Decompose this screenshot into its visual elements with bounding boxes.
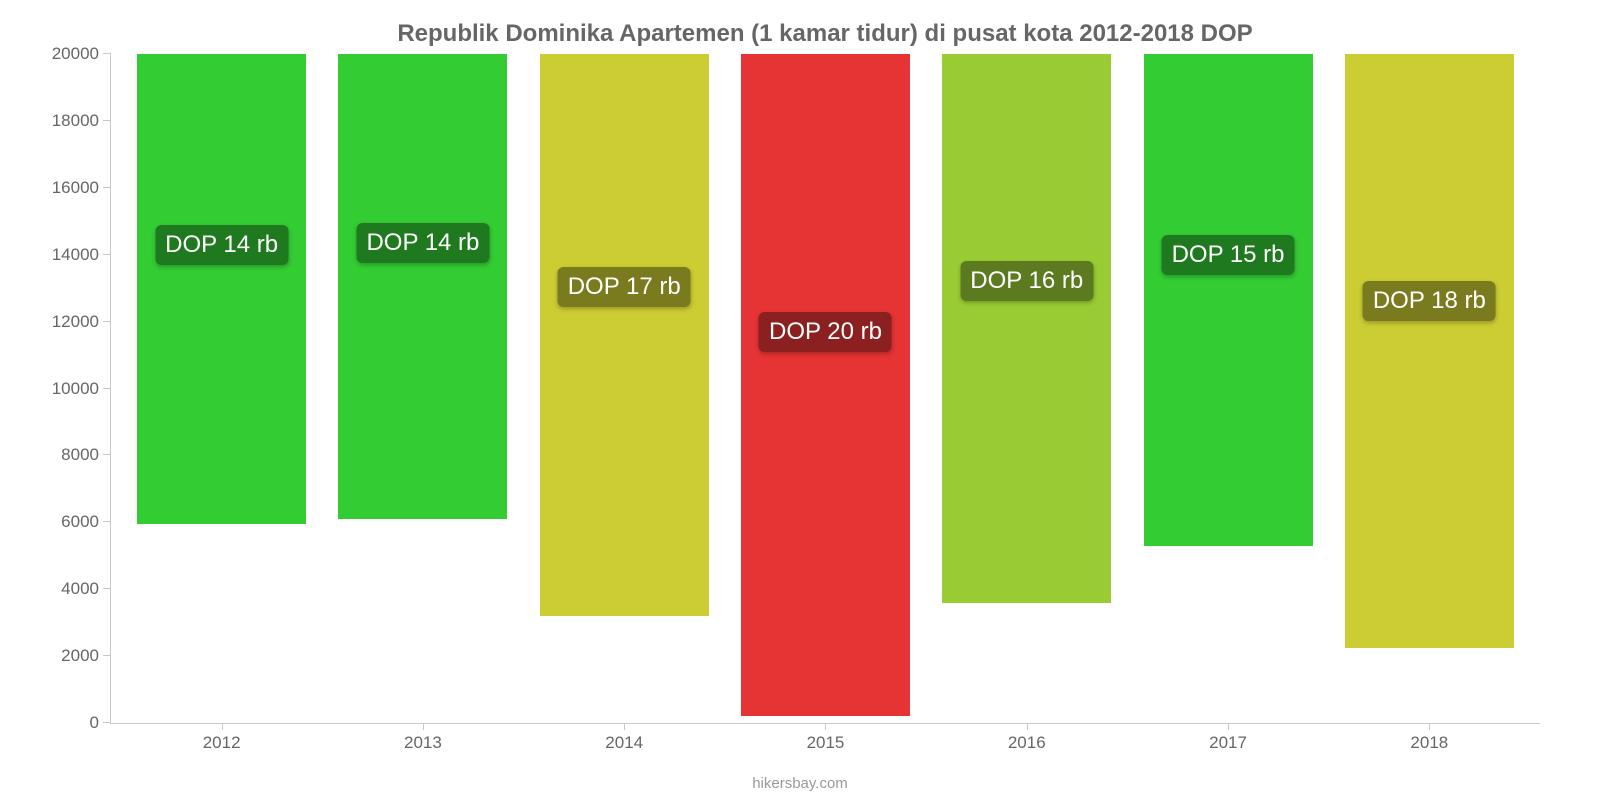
- chart-title: Republik Dominika Apartemen (1 kamar tid…: [110, 20, 1540, 48]
- y-tick-label: 18000: [52, 111, 111, 131]
- bar: DOP 20 rb: [741, 54, 910, 716]
- bar-slot: DOP 17 rb2014: [524, 54, 725, 723]
- bar-value-label: DOP 20 rb: [759, 312, 892, 352]
- x-tick-label: 2012: [203, 723, 241, 753]
- y-tick-label: 6000: [61, 512, 111, 532]
- bar-slot: DOP 14 rb2012: [121, 54, 322, 723]
- bar: DOP 17 rb: [540, 54, 709, 616]
- bar-slot: DOP 15 rb2017: [1127, 54, 1328, 723]
- x-tick-label: 2018: [1410, 723, 1448, 753]
- y-tick-label: 20000: [52, 44, 111, 64]
- bar-slot: DOP 18 rb2018: [1329, 54, 1530, 723]
- y-tick-label: 4000: [61, 579, 111, 599]
- bar-value-label: DOP 14 rb: [356, 223, 489, 263]
- x-tick-label: 2014: [605, 723, 643, 753]
- bar: DOP 16 rb: [942, 54, 1111, 603]
- y-tick-label: 10000: [52, 379, 111, 399]
- bar: DOP 14 rb: [137, 54, 306, 524]
- bar: DOP 15 rb: [1144, 54, 1313, 546]
- bar-chart: Republik Dominika Apartemen (1 kamar tid…: [0, 0, 1600, 800]
- x-tick-label: 2016: [1008, 723, 1046, 753]
- bar-value-label: DOP 17 rb: [558, 267, 691, 307]
- y-tick-label: 14000: [52, 245, 111, 265]
- y-tick-label: 8000: [61, 445, 111, 465]
- bar-slot: DOP 16 rb2016: [926, 54, 1127, 723]
- bar: DOP 14 rb: [338, 54, 507, 519]
- bar-value-label: DOP 18 rb: [1363, 281, 1496, 321]
- x-tick-label: 2017: [1209, 723, 1247, 753]
- y-tick-label: 16000: [52, 178, 111, 198]
- bars-container: DOP 14 rb2012DOP 14 rb2013DOP 17 rb2014D…: [111, 54, 1540, 723]
- plot-area: DOP 14 rb2012DOP 14 rb2013DOP 17 rb2014D…: [110, 54, 1540, 724]
- y-tick-label: 2000: [61, 646, 111, 666]
- bar-value-label: DOP 14 rb: [155, 225, 288, 265]
- y-tick-label: 0: [90, 713, 111, 733]
- bar-slot: DOP 14 rb2013: [322, 54, 523, 723]
- y-tick-label: 12000: [52, 312, 111, 332]
- bar-slot: DOP 20 rb2015: [725, 54, 926, 723]
- x-tick-label: 2015: [807, 723, 845, 753]
- x-tick-label: 2013: [404, 723, 442, 753]
- bar: DOP 18 rb: [1345, 54, 1514, 648]
- bar-value-label: DOP 16 rb: [960, 261, 1093, 301]
- source-label: hikersbay.com: [0, 775, 1600, 792]
- bar-value-label: DOP 15 rb: [1162, 235, 1295, 275]
